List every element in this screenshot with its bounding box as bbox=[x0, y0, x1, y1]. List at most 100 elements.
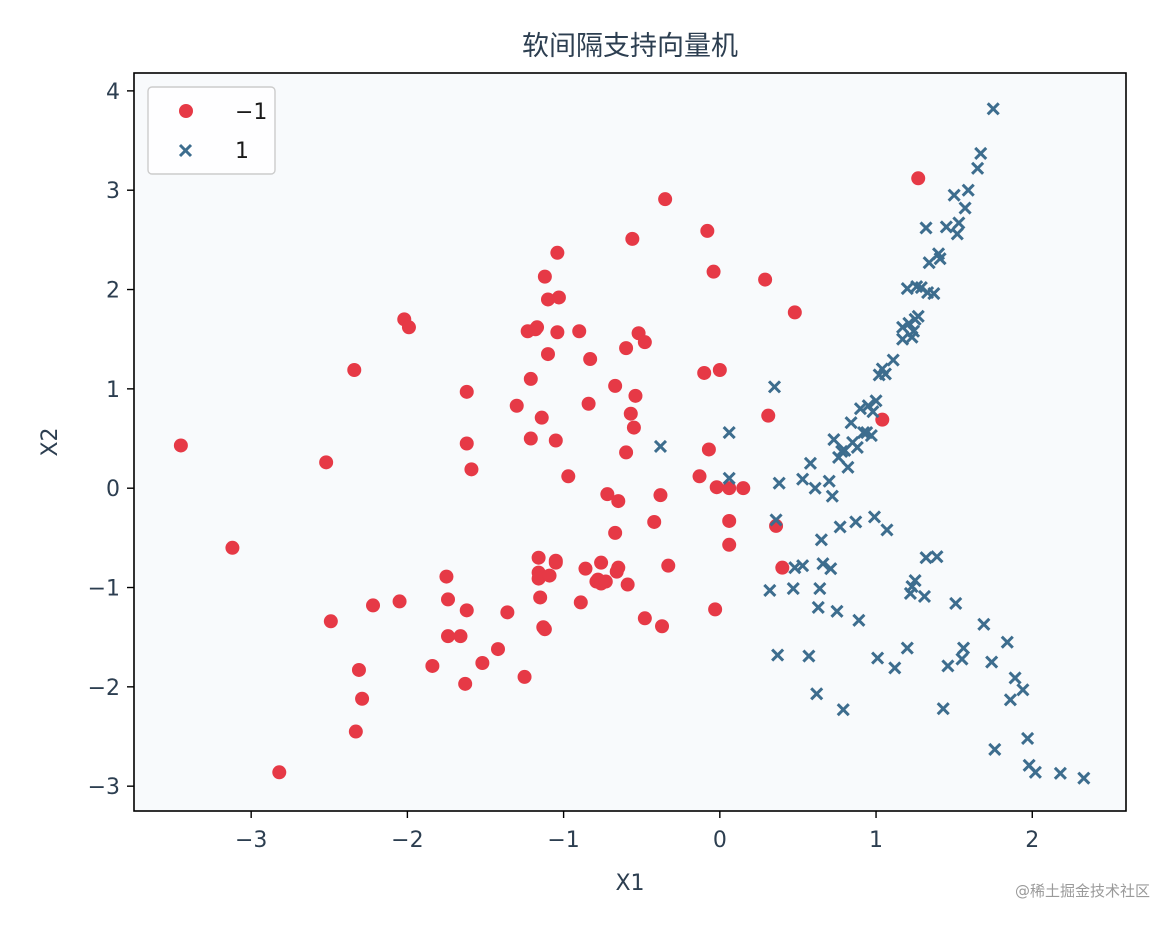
data-point-pos1 bbox=[933, 252, 947, 266]
data-point-neg1 bbox=[661, 558, 676, 573]
data-point-neg1 bbox=[658, 192, 673, 207]
data-point-neg1 bbox=[594, 555, 609, 570]
data-point-neg1 bbox=[517, 669, 532, 684]
legend-label-neg1: −1 bbox=[235, 100, 267, 125]
data-point-neg1 bbox=[425, 658, 440, 673]
data-point-neg1 bbox=[366, 598, 381, 613]
data-point-neg1 bbox=[272, 765, 287, 780]
data-point-pos1 bbox=[796, 472, 810, 486]
data-point-neg1 bbox=[655, 619, 670, 634]
data-point-neg1 bbox=[530, 320, 545, 335]
data-point-neg1 bbox=[533, 590, 548, 605]
data-point-pos1 bbox=[919, 551, 933, 565]
legend: −1 1 bbox=[147, 86, 276, 175]
x-tick-label: 1 bbox=[869, 828, 883, 853]
data-point-pos1 bbox=[810, 687, 824, 701]
data-point-neg1 bbox=[708, 602, 723, 617]
data-point-pos1 bbox=[919, 221, 933, 235]
data-point-pos1 bbox=[974, 146, 988, 161]
data-point-neg1 bbox=[709, 480, 724, 495]
data-point-pos1 bbox=[850, 440, 864, 455]
data-point-pos1 bbox=[958, 201, 972, 215]
data-point-pos1 bbox=[825, 489, 839, 503]
data-point-pos1 bbox=[808, 481, 822, 495]
data-point-neg1 bbox=[775, 560, 790, 575]
data-point-pos1 bbox=[1000, 635, 1014, 649]
data-point-pos1 bbox=[871, 651, 885, 665]
data-point-pos1 bbox=[896, 320, 910, 334]
data-point-neg1 bbox=[572, 324, 587, 339]
data-point-neg1 bbox=[225, 540, 240, 555]
x-tick-label: −1 bbox=[547, 828, 579, 853]
data-point-pos1 bbox=[722, 426, 736, 440]
data-point-pos1 bbox=[947, 188, 961, 202]
data-point-pos1 bbox=[896, 332, 910, 346]
y-axis-label: X2 bbox=[38, 427, 63, 456]
x-tick-label: 0 bbox=[713, 828, 727, 853]
data-point-pos1 bbox=[763, 583, 777, 598]
data-point-neg1 bbox=[692, 469, 707, 484]
legend-marker-neg1 bbox=[179, 104, 193, 118]
data-point-neg1 bbox=[628, 388, 643, 403]
data-point-pos1 bbox=[835, 444, 849, 458]
data-point-pos1 bbox=[1008, 671, 1022, 685]
data-point-pos1 bbox=[811, 600, 825, 614]
data-point-pos1 bbox=[856, 426, 871, 440]
data-point-pos1 bbox=[841, 460, 855, 474]
data-point-neg1 bbox=[625, 231, 640, 246]
data-point-pos1 bbox=[961, 183, 975, 197]
data-point-neg1 bbox=[537, 269, 552, 284]
data-point-pos1 bbox=[888, 661, 902, 675]
data-point-neg1 bbox=[619, 341, 634, 356]
data-point-neg1 bbox=[453, 629, 468, 644]
data-point-pos1 bbox=[814, 533, 828, 547]
data-point-pos1 bbox=[950, 227, 964, 241]
data-point-pos1 bbox=[886, 353, 900, 367]
data-point-neg1 bbox=[619, 445, 634, 460]
data-point-neg1 bbox=[355, 691, 370, 706]
data-point-neg1 bbox=[534, 410, 549, 425]
data-point-neg1 bbox=[722, 537, 737, 552]
data-point-pos1 bbox=[911, 309, 925, 323]
data-point-neg1 bbox=[464, 462, 479, 477]
data-point-neg1 bbox=[490, 642, 505, 657]
data-point-neg1 bbox=[319, 455, 334, 470]
data-point-neg1 bbox=[647, 514, 662, 529]
data-point-pos1 bbox=[824, 562, 838, 576]
data-point-neg1 bbox=[459, 603, 474, 618]
data-point-pos1 bbox=[1003, 693, 1017, 707]
data-point-neg1 bbox=[500, 605, 515, 620]
data-point-neg1 bbox=[623, 406, 638, 421]
data-point-neg1 bbox=[475, 656, 490, 671]
data-point-neg1 bbox=[509, 398, 524, 413]
data-point-neg1 bbox=[722, 513, 737, 528]
data-point-pos1 bbox=[1053, 766, 1067, 780]
data-point-neg1 bbox=[351, 662, 366, 677]
x-axis: −3 −2 −1 0 1 2 bbox=[235, 811, 1039, 853]
data-point-pos1 bbox=[949, 596, 963, 610]
plot-frame bbox=[133, 72, 1127, 812]
data-point-pos1 bbox=[866, 405, 880, 419]
data-point-neg1 bbox=[598, 574, 613, 589]
data-point-pos1 bbox=[955, 652, 969, 666]
data-point-pos1 bbox=[722, 471, 736, 485]
data-point-neg1 bbox=[441, 592, 456, 607]
data-point-neg1 bbox=[626, 420, 641, 435]
y-tick-label: −2 bbox=[88, 676, 120, 701]
y-tick-label: 4 bbox=[106, 80, 120, 105]
data-point-neg1 bbox=[722, 481, 737, 496]
data-point-neg1 bbox=[392, 594, 407, 609]
data-point-neg1 bbox=[531, 550, 546, 565]
x-axis-label: X1 bbox=[615, 871, 644, 896]
data-point-neg1 bbox=[736, 481, 751, 496]
data-point-pos1 bbox=[767, 380, 782, 394]
data-point-pos1 bbox=[822, 474, 836, 488]
y-tick-label: 3 bbox=[106, 179, 120, 204]
data-marks bbox=[173, 102, 1091, 785]
data-point-pos1 bbox=[902, 316, 916, 330]
data-point-pos1 bbox=[786, 581, 800, 596]
data-point-neg1 bbox=[637, 611, 652, 626]
data-point-neg1 bbox=[523, 431, 538, 446]
data-point-neg1 bbox=[701, 442, 716, 457]
